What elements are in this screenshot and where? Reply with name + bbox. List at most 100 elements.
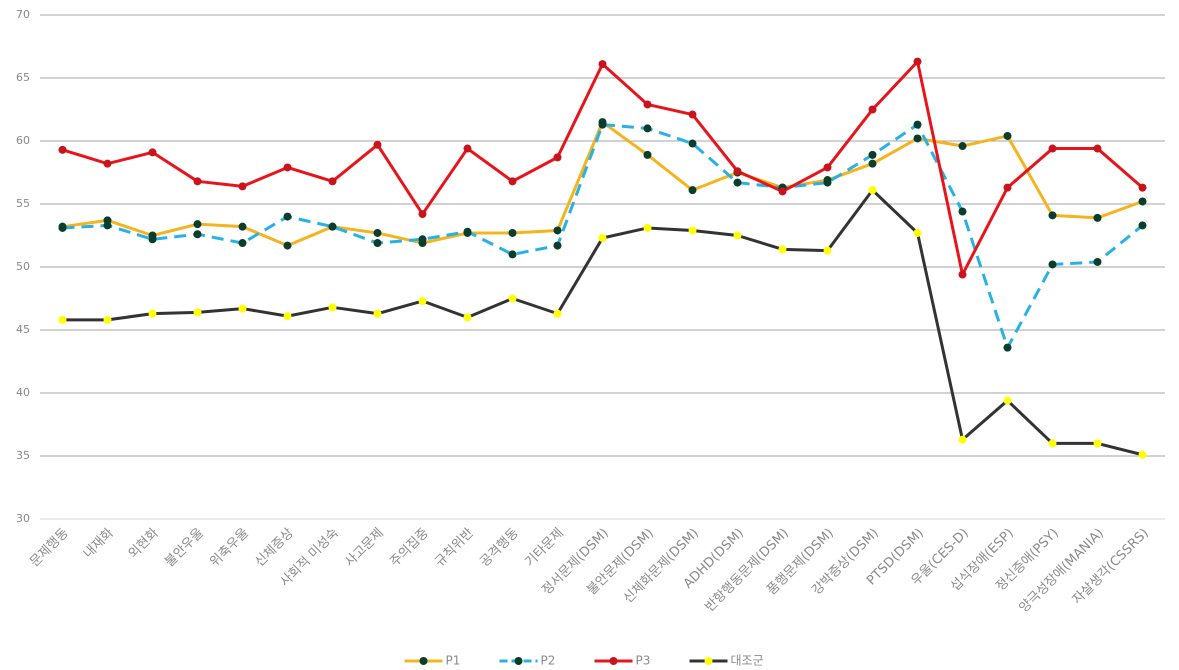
data-point	[193, 220, 202, 229]
data-point	[508, 228, 517, 237]
legend-marker	[609, 657, 618, 665]
data-point	[958, 435, 967, 444]
data-point	[463, 227, 472, 236]
data-point	[823, 246, 832, 255]
data-point	[328, 222, 337, 231]
data-point	[1003, 396, 1012, 405]
data-point	[463, 144, 472, 153]
x-tick-label: 자살생각(CSSRS)	[1070, 526, 1152, 608]
data-point	[508, 250, 517, 259]
data-point	[1138, 450, 1147, 459]
data-point	[148, 235, 157, 244]
data-point	[1138, 183, 1147, 192]
data-point	[1093, 439, 1102, 448]
y-tick-label: 60	[16, 134, 30, 147]
data-point	[328, 177, 337, 186]
data-point	[418, 297, 427, 306]
data-point	[868, 186, 877, 195]
legend-marker	[704, 657, 713, 665]
data-point	[1048, 260, 1057, 269]
data-point	[553, 241, 562, 250]
data-point	[688, 110, 697, 119]
x-tick-label: 기타문제	[522, 526, 566, 570]
data-point	[958, 142, 967, 151]
x-tick-label: 문제행동	[27, 525, 72, 570]
data-point	[823, 178, 832, 187]
data-point	[913, 228, 922, 237]
legend-label: P2	[541, 654, 556, 668]
data-point	[688, 226, 697, 235]
x-tick-label: 사고문제	[342, 526, 386, 570]
x-tick-label: 주의집중	[387, 526, 431, 570]
data-point	[283, 241, 292, 250]
data-point	[1003, 131, 1012, 140]
y-tick-label: 55	[16, 197, 30, 210]
data-point	[598, 120, 607, 129]
data-point	[373, 309, 382, 318]
legend-label: P3	[636, 654, 651, 668]
x-tick-label: 공격행동	[477, 525, 522, 570]
data-point	[238, 182, 247, 191]
legend-label: P1	[446, 654, 461, 668]
y-tick-label: 35	[16, 449, 30, 462]
data-point	[1093, 144, 1102, 153]
data-point	[508, 177, 517, 186]
data-point	[643, 223, 652, 232]
data-point	[1138, 221, 1147, 230]
data-point	[58, 223, 67, 232]
legend-label: 대조군	[731, 654, 764, 668]
data-point	[1048, 211, 1057, 220]
x-tick-label: 양극성장애(MANIA)	[1017, 526, 1107, 616]
data-point	[598, 60, 607, 69]
data-point	[103, 315, 112, 324]
data-point	[238, 222, 247, 231]
data-point	[328, 303, 337, 312]
series-line	[62, 188, 1143, 457]
x-tick-label: 외현화	[126, 526, 162, 562]
data-point	[283, 312, 292, 321]
data-point	[643, 150, 652, 159]
data-point	[508, 294, 517, 303]
y-tick-label: 65	[16, 71, 30, 84]
y-tick-label: 70	[16, 8, 30, 21]
y-tick-label: 30	[16, 512, 30, 525]
data-point	[913, 120, 922, 129]
x-tick-label: 내재화	[81, 526, 117, 562]
x-tick-label: 신체증상	[252, 526, 296, 570]
data-point	[193, 177, 202, 186]
data-point	[958, 207, 967, 216]
data-point	[193, 230, 202, 239]
data-point	[418, 235, 427, 244]
data-point	[463, 313, 472, 322]
series-line	[62, 60, 1144, 277]
data-point	[148, 148, 157, 157]
data-point	[733, 178, 742, 187]
data-point	[868, 150, 877, 159]
data-point	[103, 159, 112, 168]
data-point	[58, 145, 67, 154]
data-point	[733, 231, 742, 240]
data-point	[643, 124, 652, 133]
data-point	[553, 153, 562, 162]
data-point	[553, 226, 562, 235]
legend-marker	[514, 657, 523, 665]
data-point	[373, 140, 382, 149]
data-point	[868, 105, 877, 114]
data-point	[868, 159, 877, 168]
data-point	[1048, 144, 1057, 153]
data-point	[283, 163, 292, 172]
data-point	[58, 315, 67, 324]
data-point	[1138, 197, 1147, 206]
x-tick-label: 위축우울	[207, 526, 251, 570]
data-point	[148, 309, 157, 318]
data-point	[373, 228, 382, 237]
data-point	[598, 234, 607, 243]
data-point	[913, 57, 922, 66]
y-tick-label: 40	[16, 386, 30, 399]
data-point	[1003, 343, 1012, 352]
legend-marker	[419, 657, 428, 665]
data-point	[283, 212, 292, 221]
data-point	[913, 134, 922, 143]
data-point	[1093, 257, 1102, 266]
